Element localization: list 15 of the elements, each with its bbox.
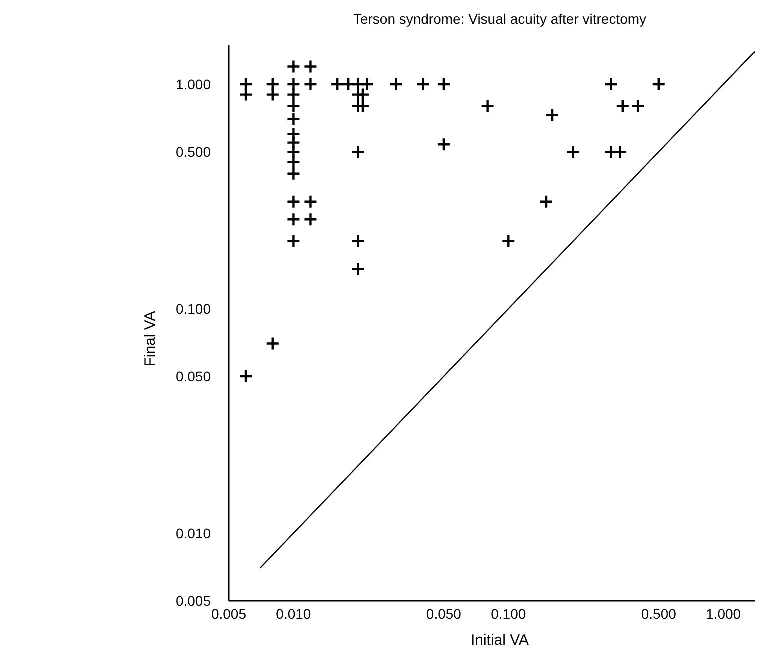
x-tick-label: 0.500 bbox=[641, 606, 677, 622]
y-tick-label: 0.050 bbox=[176, 368, 212, 385]
x-tick-label: 0.010 bbox=[276, 606, 312, 622]
chart-title: Terson syndrome: Visual acuity after vitrectomy bbox=[353, 11, 647, 27]
x-tick-label: 0.100 bbox=[491, 606, 526, 622]
y-tick-label: 0.005 bbox=[176, 593, 212, 609]
y-tick-label: 0.500 bbox=[176, 144, 212, 160]
x-tick-label: 0.050 bbox=[426, 606, 462, 622]
y-tick-label: 0.010 bbox=[176, 525, 212, 542]
y-tick-label: 1.000 bbox=[176, 76, 212, 93]
x-tick-label: 0.005 bbox=[211, 606, 247, 622]
y-tick-label: 0.100 bbox=[176, 300, 212, 317]
x-axis-title: Initial VA bbox=[470, 632, 530, 649]
x-tick-label: 1.000 bbox=[706, 606, 742, 622]
y-axis-title: Final VA bbox=[142, 311, 159, 367]
